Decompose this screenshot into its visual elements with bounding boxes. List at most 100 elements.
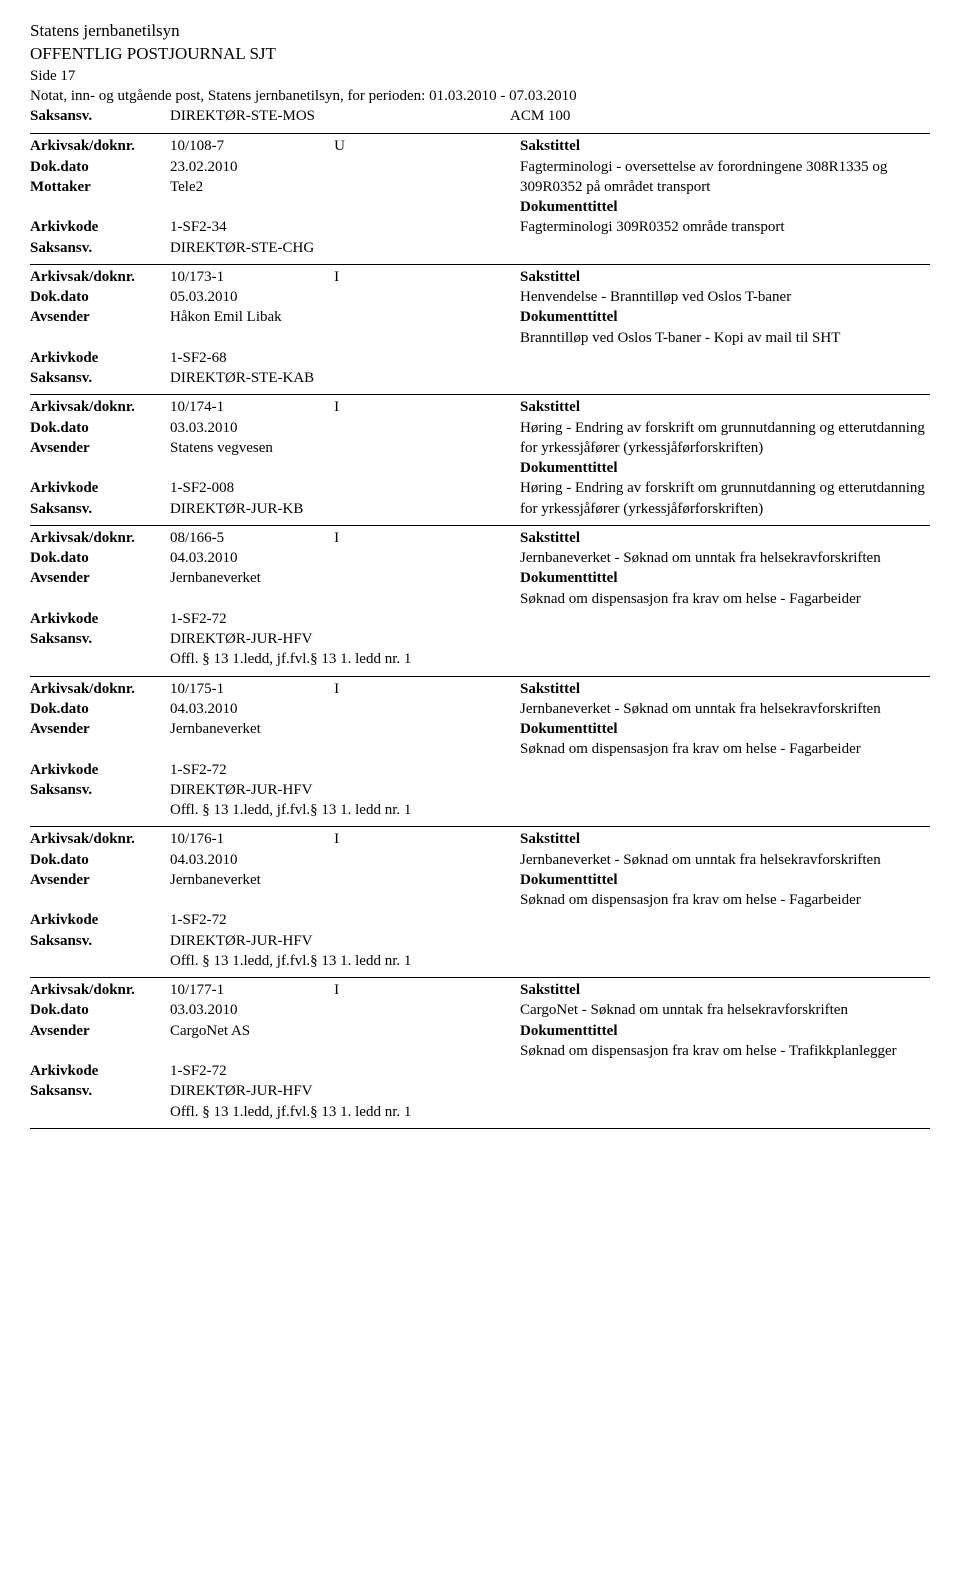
dokumenttittel-label-text: Dokumenttittel: [520, 1023, 618, 1039]
dokdato-label: Dok.dato: [30, 699, 170, 719]
dokumenttittel-value: Branntilløp ved Oslos T-baner - Kopi av …: [520, 328, 930, 348]
sakstittel-label-text: Sakstittel: [520, 982, 580, 998]
sakstittel-label: Sakstittel: [520, 136, 930, 156]
dokdato-row: Dok.dato05.03.2010: [30, 287, 510, 307]
page-header: Statens jernbanetilsyn OFFENTLIG POSTJOU…: [30, 20, 930, 106]
dokdato-label: Dok.dato: [30, 548, 170, 568]
saksansv-row: Saksansv.DIREKTØR-STE-KAB: [30, 368, 510, 388]
top-saksansv-label: Saksansv.: [30, 108, 170, 125]
arkivsak-value: 10/174-1I: [170, 397, 510, 417]
entry-right: SakstittelJernbaneverket - Søknad om unn…: [510, 679, 930, 821]
party-value: Tele2: [170, 177, 510, 197]
dokdato-label: Dok.dato: [30, 418, 170, 438]
dokdato-value: 04.03.2010: [170, 850, 510, 870]
party-label: Avsender: [30, 438, 170, 458]
dokdato-row: Dok.dato03.03.2010: [30, 418, 510, 438]
direction-value: I: [334, 528, 339, 548]
direction-value: I: [334, 829, 339, 849]
arkivsak-row: Arkivsak/doknr.10/175-1I: [30, 679, 510, 699]
party-row: MottakerTele2: [30, 177, 510, 197]
sakstittel-label-text: Sakstittel: [520, 138, 580, 154]
journal-entry: Arkivsak/doknr.10/175-1IDok.dato04.03.20…: [30, 676, 930, 827]
dokumenttittel-label-text: Dokumenttittel: [520, 460, 618, 476]
saksansv-row: Saksansv.DIREKTØR-JUR-HFV: [30, 1081, 510, 1101]
saksansv-value: DIREKTØR-JUR-HFV: [170, 931, 510, 951]
dokdato-label: Dok.dato: [30, 850, 170, 870]
sakstittel-label: Sakstittel: [520, 528, 930, 548]
sakstittel-label: Sakstittel: [520, 397, 930, 417]
dokumenttittel-label-text: Dokumenttittel: [520, 570, 618, 586]
arkivsak-label: Arkivsak/doknr.: [30, 397, 170, 417]
arkivkode-value: 1-SF2-72: [170, 609, 510, 629]
entry-left: Arkivsak/doknr.10/108-7UDok.dato23.02.20…: [30, 136, 510, 258]
saksansv-label: Saksansv.: [30, 931, 170, 951]
dokumenttittel-label: Dokumenttittel: [520, 197, 930, 217]
arkivsak-value: 10/108-7U: [170, 136, 510, 156]
dokumenttittel-value: Søknad om dispensasjon fra krav om helse…: [520, 1041, 930, 1061]
top-extra: ACM 100: [510, 108, 570, 125]
saksansv-value: DIREKTØR-JUR-KB: [170, 499, 510, 519]
party-value: Jernbaneverket: [170, 870, 510, 890]
top-saksansv-row: Saksansv. DIREKTØR-STE-MOS ACM 100: [30, 108, 930, 125]
sakstittel-label: Sakstittel: [520, 267, 930, 287]
arkivkode-label: Arkivkode: [30, 609, 170, 629]
dokdato-row: Dok.dato04.03.2010: [30, 850, 510, 870]
direction-value: U: [334, 136, 345, 156]
party-value: Statens vegvesen: [170, 438, 510, 458]
spacer-row: [30, 1041, 510, 1061]
dokdato-label: Dok.dato: [30, 157, 170, 177]
saksansv-row: Saksansv.DIREKTØR-JUR-HFV: [30, 780, 510, 800]
entry-right: SakstittelHenvendelse - Branntilløp ved …: [510, 267, 930, 389]
arkivkode-row: Arkivkode1-SF2-34: [30, 217, 510, 237]
arkivsak-value: 10/177-1I: [170, 980, 510, 1000]
dokumenttittel-label: Dokumenttittel: [520, 719, 930, 739]
dokdato-row: Dok.dato23.02.2010: [30, 157, 510, 177]
arkivkode-label: Arkivkode: [30, 910, 170, 930]
sakstittel-label: Sakstittel: [520, 980, 930, 1000]
header-subtitle: Notat, inn- og utgående post, Statens je…: [30, 86, 930, 106]
party-value: CargoNet AS: [170, 1021, 510, 1041]
arkivkode-row: Arkivkode1-SF2-72: [30, 760, 510, 780]
arkivsak-label: Arkivsak/doknr.: [30, 980, 170, 1000]
arkivsak-value: 08/166-5I: [170, 528, 510, 548]
saksansv-label: Saksansv.: [30, 780, 170, 800]
doknr-value: 10/177-1: [170, 982, 224, 998]
dokdato-value: 04.03.2010: [170, 699, 510, 719]
dokumenttittel-label: Dokumenttittel: [520, 568, 930, 588]
offl-text: Offl. § 13 1.ledd, jf.fvl.§ 13 1. ledd n…: [170, 800, 510, 820]
saksansv-value: DIREKTØR-JUR-HFV: [170, 1081, 510, 1101]
dokumenttittel-label: Dokumenttittel: [520, 870, 930, 890]
sakstittel-value: Henvendelse - Branntilløp ved Oslos T-ba…: [520, 287, 930, 307]
dokdato-value: 03.03.2010: [170, 418, 510, 438]
saksansv-label: Saksansv.: [30, 238, 170, 258]
saksansv-value: DIREKTØR-STE-CHG: [170, 238, 510, 258]
entry-left: Arkivsak/doknr.10/177-1IDok.dato03.03.20…: [30, 980, 510, 1122]
sakstittel-value: Høring - Endring av forskrift om grunnut…: [520, 418, 930, 459]
entry-right: SakstittelJernbaneverket - Søknad om unn…: [510, 528, 930, 670]
arkivkode-label: Arkivkode: [30, 478, 170, 498]
party-row: AvsenderJernbaneverket: [30, 719, 510, 739]
arkivsak-value: 10/176-1I: [170, 829, 510, 849]
entry-left: Arkivsak/doknr.08/166-5IDok.dato04.03.20…: [30, 528, 510, 670]
dokdato-value: 04.03.2010: [170, 548, 510, 568]
offl-text: Offl. § 13 1.ledd, jf.fvl.§ 13 1. ledd n…: [170, 951, 510, 971]
sakstittel-value: Fagterminologi - oversettelse av forordn…: [520, 157, 930, 198]
party-label: Avsender: [30, 1021, 170, 1041]
entry-left: Arkivsak/doknr.10/176-1IDok.dato04.03.20…: [30, 829, 510, 971]
arkivkode-row: Arkivkode1-SF2-008: [30, 478, 510, 498]
party-row: AvsenderJernbaneverket: [30, 870, 510, 890]
saksansv-value: DIREKTØR-JUR-HFV: [170, 629, 510, 649]
arkivkode-row: Arkivkode1-SF2-72: [30, 910, 510, 930]
arkivkode-value: 1-SF2-72: [170, 1061, 510, 1081]
entry-left: Arkivsak/doknr.10/174-1IDok.dato03.03.20…: [30, 397, 510, 519]
arkivsak-row: Arkivsak/doknr.10/173-1I: [30, 267, 510, 287]
party-row: AvsenderHåkon Emil Libak: [30, 307, 510, 327]
arkivsak-label: Arkivsak/doknr.: [30, 679, 170, 699]
spacer-row: [30, 739, 510, 759]
sakstittel-label: Sakstittel: [520, 829, 930, 849]
journal-entry: Arkivsak/doknr.10/108-7UDok.dato23.02.20…: [30, 133, 930, 264]
dokumenttittel-value: Søknad om dispensasjon fra krav om helse…: [520, 589, 930, 609]
entry-right: SakstittelJernbaneverket - Søknad om unn…: [510, 829, 930, 971]
arkivkode-label: Arkivkode: [30, 348, 170, 368]
arkivkode-label: Arkivkode: [30, 1061, 170, 1081]
